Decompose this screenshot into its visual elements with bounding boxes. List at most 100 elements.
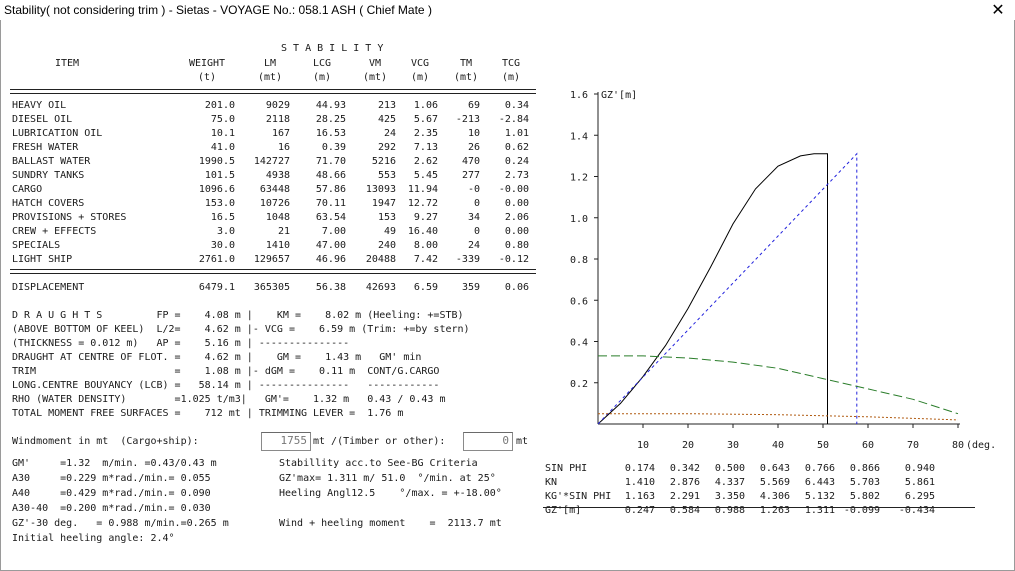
close-icon[interactable]: ✕ [991, 0, 1005, 19]
column-header: LM [263, 58, 277, 69]
detail-line: (THICKNESS = 0.012 m) AP = 5.16 m | ----… [12, 338, 350, 349]
column-header: VCG [410, 58, 430, 69]
cell-value: 2.06 [504, 212, 529, 223]
lever-value: 0.766 [804, 463, 835, 474]
cell-value: 44.93 [315, 100, 346, 111]
lever-value: 5.703 [849, 477, 880, 488]
row-label: HATCH COVERS [12, 198, 85, 209]
column-unit: (mt) [453, 72, 479, 83]
cell-value: 292 [377, 142, 396, 153]
cell-value: -213 [455, 114, 480, 125]
cell-value: 0.62 [504, 142, 529, 153]
detail-line: DRAUGHT AT CENTRE OF FLOT. = 4.62 m | GM… [12, 352, 422, 363]
row-label: LIGHT SHIP [12, 254, 73, 265]
cell-value: 425 [377, 114, 396, 125]
cell-value: 56.38 [315, 282, 346, 293]
cell-value: 21 [277, 226, 290, 237]
cell-value: 277 [461, 170, 480, 181]
lever-value: 4.337 [714, 477, 745, 488]
criteria-line: A30 =0.229 m*rad./min.= 0.055 [12, 473, 211, 484]
cell-value: 0.00 [504, 226, 529, 237]
cell-value: 470 [461, 156, 480, 167]
lever-value: 2.876 [669, 477, 700, 488]
lever-value: 1.163 [624, 491, 655, 502]
cell-value: 24 [383, 128, 396, 139]
criteria-line: A30-40 =0.200 m*rad./min.= 0.030 [12, 503, 211, 514]
windmoment-cargo-field[interactable]: 1755 [261, 432, 311, 451]
y-tick-label: 0.6 [570, 296, 588, 307]
cell-value: 30.0 [210, 240, 235, 251]
y-tick-label: 0.2 [570, 379, 588, 390]
series-line-0 [597, 153, 828, 425]
cell-value: 153.0 [204, 198, 235, 209]
cell-value: -0.12 [498, 254, 529, 265]
lever-table-divider [543, 507, 975, 508]
x-tick-label: 50 [817, 440, 829, 451]
row-label: SPECIALS [12, 240, 61, 251]
x-tick-label: 30 [727, 440, 739, 451]
cell-value: 13093 [365, 184, 396, 195]
lever-value: 1.311 [804, 505, 835, 516]
cell-value: 75.0 [210, 114, 235, 125]
column-unit: (m) [410, 72, 430, 83]
cell-value: 2118 [265, 114, 290, 125]
column-header: ITEM [54, 58, 80, 69]
column-unit: (m) [312, 72, 332, 83]
cell-value: 16 [277, 142, 290, 153]
x-tick-label: 40 [772, 440, 784, 451]
cell-value: 213 [377, 100, 396, 111]
column-header: WEIGHT [188, 58, 226, 69]
cell-value: 1096.6 [198, 184, 235, 195]
cell-value: 1.06 [413, 100, 438, 111]
lever-value: -0.099 [843, 505, 880, 516]
cell-value: 63.54 [315, 212, 346, 223]
criteria-line: Stabillity acc.to See-BG Criteria [279, 458, 478, 469]
cell-value: 7.42 [413, 254, 438, 265]
cell-value: 16.5 [210, 212, 235, 223]
lever-value: 1.410 [624, 477, 655, 488]
windmoment-other-field[interactable]: 0 [463, 432, 513, 451]
column-header: TCG [501, 58, 521, 69]
lever-value: 6.295 [904, 491, 935, 502]
cell-value: 553 [377, 170, 396, 181]
lever-value: 4.306 [759, 491, 790, 502]
x-tick-label: 80 [952, 440, 964, 451]
x-tick-label: 70 [907, 440, 919, 451]
cell-value: 4938 [265, 170, 290, 181]
row-label: DISPLACEMENT [12, 282, 85, 293]
detail-line: TRIM = 1.08 m |- dGM = 0.11 m CONT/G.CAR… [12, 366, 440, 377]
column-header: LCG [312, 58, 332, 69]
cell-value: -0.00 [498, 184, 529, 195]
cell-value: 101.5 [204, 170, 235, 181]
cell-value: 8.00 [413, 240, 438, 251]
cell-value: 70.11 [315, 198, 346, 209]
cell-value: 142727 [253, 156, 290, 167]
cell-value: 16.40 [407, 226, 438, 237]
windmoment-label: Windmoment in mt (Cargo+ship): [12, 436, 199, 447]
cell-value: 57.86 [315, 184, 346, 195]
series-line-1 [597, 152, 858, 425]
row-label: CARGO [12, 184, 43, 195]
cell-value: 240 [377, 240, 396, 251]
cell-value: 2761.0 [198, 254, 235, 265]
row-label: PROVISIONS + STORES [12, 212, 127, 223]
cell-value: 5216 [371, 156, 396, 167]
x-tick-label: 20 [682, 440, 694, 451]
cell-value: 0.34 [504, 100, 529, 111]
cell-value: 0 [473, 226, 480, 237]
cell-value: -339 [455, 254, 480, 265]
lever-value: 6.443 [804, 477, 835, 488]
cell-value: 0.24 [504, 156, 529, 167]
row-label: DIESEL OIL [12, 114, 73, 125]
row-label: BALLAST WATER [12, 156, 91, 167]
cell-value: 0.06 [504, 282, 529, 293]
detail-line: RHO (WATER DENSITY) =1.025 t/m3| GM'= 1.… [12, 394, 446, 405]
cell-value: 69 [467, 100, 480, 111]
cell-value: 6479.1 [198, 282, 235, 293]
cell-value: 63448 [259, 184, 290, 195]
lever-value: 0.247 [624, 505, 655, 516]
lever-value: 5.861 [904, 477, 935, 488]
lever-value: 0.174 [624, 463, 655, 474]
cell-value: 7.13 [413, 142, 438, 153]
cell-value: 3.0 [216, 226, 235, 237]
